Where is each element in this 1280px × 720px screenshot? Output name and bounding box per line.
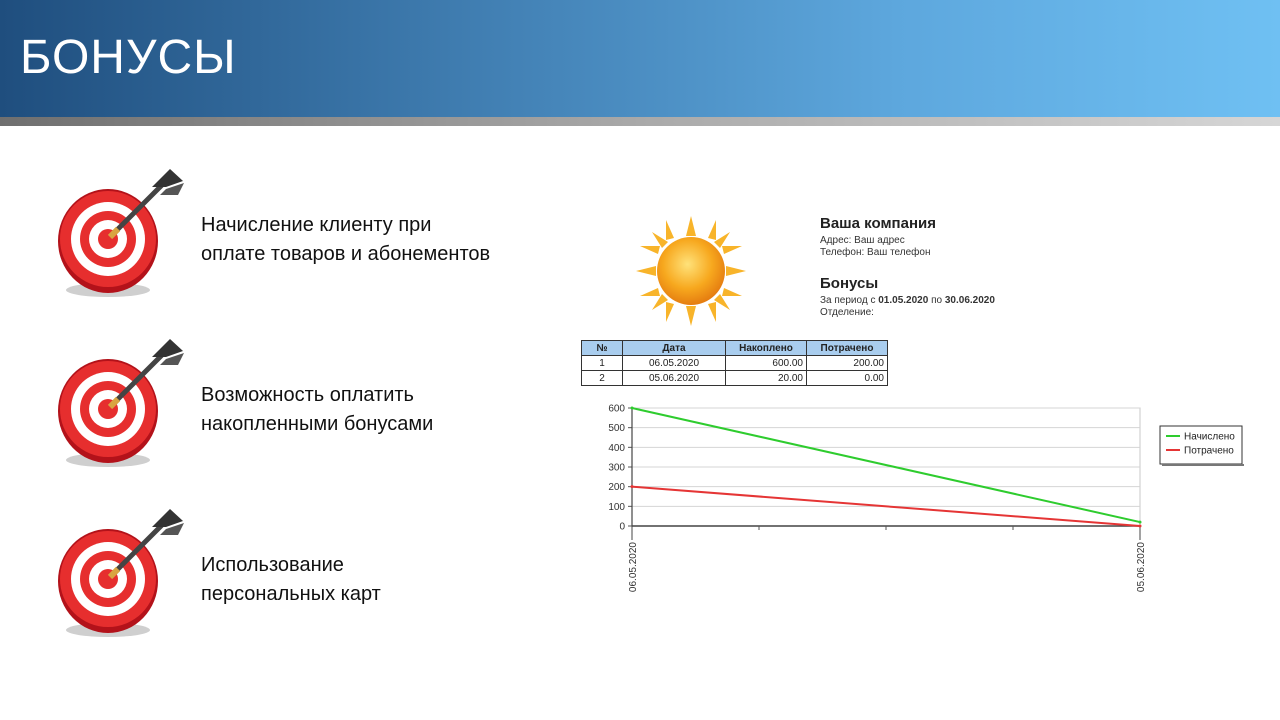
slide-title: БОНУСЫ	[20, 31, 237, 84]
feature-text-line: персональных карт	[201, 583, 381, 605]
series-line	[631, 485, 1141, 527]
feature-text-line: Возможность оплатить	[201, 384, 414, 406]
bonus-table: № Дата Накоплено Потрачено 1 06.05.2020 …	[581, 340, 888, 386]
company-name: Ваша компания	[820, 215, 936, 232]
report-preview: Ваша компания Адрес: Ваш адрес Телефон: …	[570, 200, 1270, 620]
y-tick-label: 200	[608, 482, 625, 493]
feature-text-line: оплате товаров и абонементов	[201, 243, 491, 265]
dart-target-icon	[58, 339, 184, 467]
y-tick-label: 100	[608, 502, 625, 513]
series-line	[631, 407, 1141, 524]
data-point	[1138, 520, 1142, 524]
table-cell: 05.06.2020	[622, 370, 726, 386]
table-cell: 600.00	[725, 355, 807, 371]
legend-shadow	[1162, 464, 1244, 466]
table-row: 2 05.06.2020 20.00 0.00	[581, 370, 888, 386]
legend-label: Потрачено	[1184, 446, 1234, 457]
x-tick-label: 06.05.2020	[628, 542, 639, 592]
y-tick-label: 400	[608, 443, 625, 454]
feature-item: Возможность оплатить накопленными бонуса…	[52, 335, 592, 475]
table-cell: 1	[581, 355, 623, 371]
table-cell: 06.05.2020	[622, 355, 726, 371]
dart-target-icon	[58, 509, 184, 637]
column-header: Дата	[622, 340, 726, 356]
y-tick-label: 0	[619, 522, 625, 533]
table-cell: 20.00	[725, 370, 807, 386]
table-header-row: № Дата Накоплено Потрачено	[581, 340, 888, 356]
report-department: Отделение:	[820, 307, 874, 318]
title-bar: БОНУСЫ	[0, 0, 1280, 117]
company-address: Адрес: Ваш адрес	[820, 235, 905, 246]
y-tick-label: 500	[608, 423, 625, 434]
feature-text-line: Начисление клиенту при	[201, 214, 432, 236]
data-point	[630, 485, 634, 489]
feature-text: Использование персональных карт	[201, 551, 581, 609]
period-prefix: За период с	[820, 295, 876, 306]
column-header: Потрачено	[806, 340, 888, 356]
feature-item: Начисление клиенту при оплате товаров и …	[52, 165, 592, 305]
bonus-line-chart: 0 100 200 300 400 500 600 06.05.2020 05.06.2020 Н…	[608, 404, 1244, 592]
feature-item: Использование персональных карт	[52, 505, 592, 645]
feature-text-line: накопленными бонусами	[201, 413, 434, 435]
feature-text: Возможность оплатить накопленными бонуса…	[201, 381, 581, 439]
table-cell: 0.00	[806, 370, 888, 386]
feature-text: Начисление клиенту при оплате товаров и …	[201, 211, 581, 269]
column-header: Накоплено	[725, 340, 807, 356]
column-header: №	[581, 340, 623, 356]
company-phone: Телефон: Ваш телефон	[820, 247, 931, 258]
y-tick-label: 600	[608, 404, 625, 415]
table-cell: 2	[581, 370, 623, 386]
title-divider	[0, 117, 1280, 126]
feature-text-line: Использование	[201, 554, 344, 576]
legend-label: Начислено	[1184, 432, 1235, 443]
x-tick-label: 05.06.2020	[1136, 542, 1147, 592]
dart-target-icon	[58, 169, 184, 297]
period-mid: по	[931, 295, 943, 306]
legend-box	[1159, 425, 1243, 465]
data-point	[1138, 524, 1142, 528]
data-point	[630, 406, 634, 410]
period-to: 30.06.2020	[944, 295, 995, 306]
report-title: Бонусы	[820, 275, 879, 292]
period-from: 01.05.2020	[878, 295, 929, 306]
y-tick-label: 300	[608, 463, 625, 474]
report-period: За период с 01.05.2020 по 30.06.2020	[820, 295, 995, 306]
sun-logo-icon	[636, 216, 746, 326]
table-cell: 200.00	[806, 355, 888, 371]
table-row: 1 06.05.2020 600.00 200.00	[581, 355, 888, 371]
